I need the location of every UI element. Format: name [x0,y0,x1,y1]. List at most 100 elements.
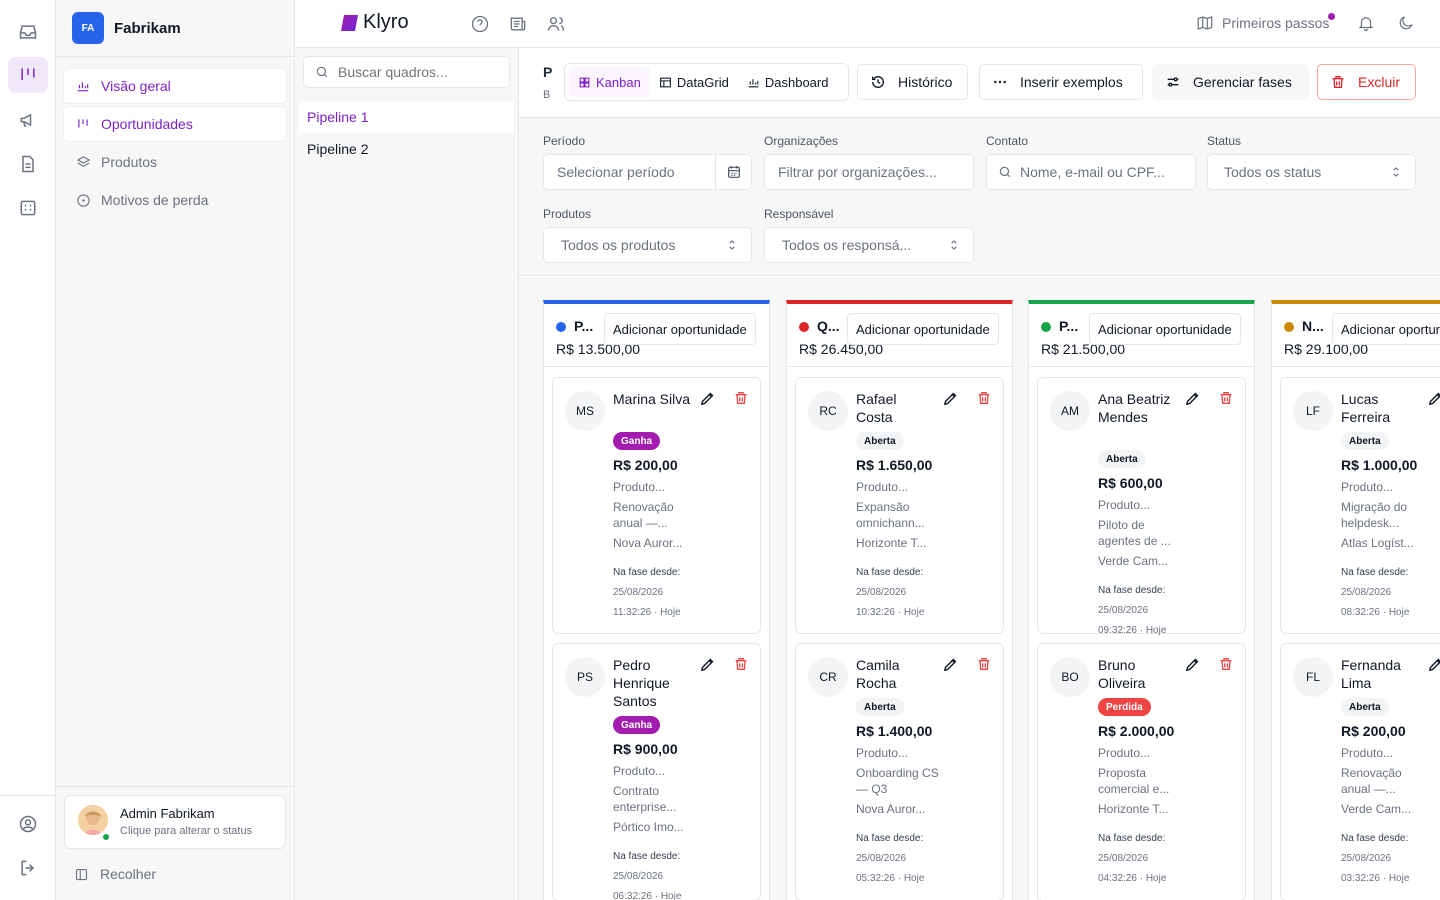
edit-pencil-icon[interactable] [699,656,716,673]
delete-button[interactable]: Excluir [1317,64,1416,100]
manage-phases-button[interactable]: Gerenciar fases [1152,64,1309,100]
product-name: Produto... [1098,498,1151,512]
circle-info-icon [75,192,91,208]
status-badge: Aberta [1341,698,1389,716]
add-opportunity-button[interactable]: Adicionar oportunidade [1089,313,1241,345]
filter-label-contact: Contato [986,134,1029,148]
history-button[interactable]: Histórico [857,64,968,100]
tab-dashboard[interactable]: Dashboard [738,67,838,97]
search-icon [998,165,1012,179]
board-item-pipeline-1[interactable]: Pipeline 1 [299,101,514,133]
contact-name: Lucas Ferreira [1341,391,1391,425]
inbox-icon[interactable] [8,14,48,50]
tab-datagrid[interactable]: DataGrid [650,67,738,97]
opportunity-card[interactable]: MS Marina Silva Ganha R$ 200,00 Produto... Re… [552,377,761,634]
status-select[interactable]: Todos os status [1207,154,1416,190]
contact-name: Pedro Henrique Santos [613,657,670,709]
bell-icon[interactable] [1357,14,1375,32]
column-header: P... R$ 13.500,00 Adicionar oportunidade [544,304,769,367]
opportunity-card[interactable]: AM Ana Beatriz Mendes Aberta R$ 600,00 Produ… [1037,377,1246,636]
products-select[interactable]: Todos os produtos [543,227,752,263]
document-icon[interactable] [8,146,48,182]
organizations-filter[interactable]: Filtrar por organizações... [764,154,974,190]
sidebar-item-oportunidades[interactable]: Oportunidades [64,107,286,141]
add-opportunity-button[interactable]: Adicionar oportunidade [1332,313,1440,345]
edit-pencil-icon[interactable] [942,390,959,407]
building-icon[interactable] [8,190,48,226]
phase-since-label: Na fase desde: [856,833,924,844]
megaphone-icon[interactable] [8,102,48,138]
opportunity-card[interactable]: LF Lucas Ferreira Aberta R$ 1.000,00 Produto… [1280,377,1440,634]
kanban-icon[interactable] [8,57,48,93]
period-picker[interactable]: Selecionar período [543,154,752,190]
opportunity-description: Contrato enterprise... [613,784,677,814]
opportunity-value: R$ 2.000,00 [1098,723,1175,739]
delete-trash-icon[interactable] [976,390,992,406]
more-horizontal-icon [992,74,1020,90]
logout-icon[interactable] [8,850,48,886]
help-icon[interactable] [470,14,490,34]
user-circle-icon[interactable] [8,806,48,842]
column-name: P... [1059,318,1079,334]
phase-since-time: 05:32:26 · Hoje [856,873,925,884]
opportunity-card[interactable]: BO Bruno Oliveira Perdida R$ 2.000,00 Produt… [1037,643,1246,900]
moon-icon[interactable] [1397,14,1415,32]
delete-trash-icon[interactable] [733,656,749,672]
contact-name: Camila Rocha [856,657,900,691]
insert-examples-button[interactable]: Inserir exemplos [979,64,1143,100]
opportunity-value: R$ 1.650,00 [856,457,933,473]
add-opportunity-button[interactable]: Adicionar oportunidade [847,313,999,345]
collapse-sidebar-button[interactable]: Recolher [74,866,156,882]
phase-since-time: 04:32:26 · Hoje [1098,873,1167,884]
opportunity-card[interactable]: FL Fernanda Lima Aberta R$ 200,00 Produto...… [1280,643,1440,900]
contact-search-field[interactable]: Nome, e-mail ou CPF... [986,154,1196,190]
edit-pencil-icon[interactable] [1427,656,1440,673]
board-item-pipeline-2[interactable]: Pipeline 2 [307,141,369,157]
kanban-column: P... R$ 13.500,00 Adicionar oportunidade MS… [543,300,770,900]
owner-select[interactable]: Todos os responsá... [764,227,974,263]
history-label: Histórico [898,74,953,90]
status-badge: Aberta [1098,450,1146,468]
user-status-card[interactable]: Admin Fabrikam Clique para alterar o sta… [64,795,286,849]
delete-trash-icon[interactable] [733,390,749,406]
column-name: Q... [817,318,840,334]
sidebar-item-motivos-de-perda[interactable]: Motivos de perda [64,183,286,217]
filter-label-owner: Responsável [764,207,834,221]
add-opportunity-button[interactable]: Adicionar oportunidade [604,313,756,345]
page-subtitle: B [543,89,551,101]
org-switcher[interactable]: FA Fabrikam [56,0,294,57]
opportunity-card[interactable]: CR Camila Rocha Aberta R$ 1.400,00 Produto..… [795,643,1004,900]
first-steps-button[interactable]: Primeiros passos [1196,13,1336,32]
edit-pencil-icon[interactable] [699,390,716,407]
boards-search-input[interactable] [338,64,498,80]
product-name: Produto... [613,480,666,494]
delete-trash-icon[interactable] [976,656,992,672]
opportunity-card[interactable]: RC Rafael Costa Aberta R$ 1.650,00 Produto..… [795,377,1004,634]
tab-label: Kanban [596,74,641,90]
phase-since-date: 25/08/2026 [1098,853,1149,864]
opportunity-card[interactable]: PS Pedro Henrique Santos Ganha R$ 900,00 Pro… [552,643,761,900]
phase-since-date: 25/08/2026 [1098,605,1149,616]
edit-pencil-icon[interactable] [1427,390,1440,407]
organization-name: Verde Cam... [1341,802,1412,816]
contact-initials-avatar: LF [1293,391,1333,431]
news-icon[interactable] [508,14,528,34]
calendar-icon[interactable] [715,155,752,189]
opportunity-description: Renovação anual —... [1341,766,1402,796]
sidebar-item-produtos[interactable]: Produtos [64,145,286,179]
sidebar-item-visao-geral[interactable]: Visão geral [64,69,286,103]
filter-label-status: Status [1207,134,1242,148]
app-logo[interactable]: Klyro [339,11,409,34]
delete-trash-icon[interactable] [1218,390,1234,406]
edit-pencil-icon[interactable] [1184,656,1201,673]
column-color-dot [1041,322,1051,332]
edit-pencil-icon[interactable] [942,656,959,673]
notification-dot [1328,13,1336,20]
tab-kanban[interactable]: Kanban [569,67,650,97]
users-icon[interactable] [546,14,566,34]
column-total: R$ 29.100,00 [1284,341,1369,357]
column-total: R$ 21.500,00 [1041,341,1126,357]
column-color-dot [799,322,809,332]
delete-trash-icon[interactable] [1218,656,1234,672]
edit-pencil-icon[interactable] [1184,390,1201,407]
